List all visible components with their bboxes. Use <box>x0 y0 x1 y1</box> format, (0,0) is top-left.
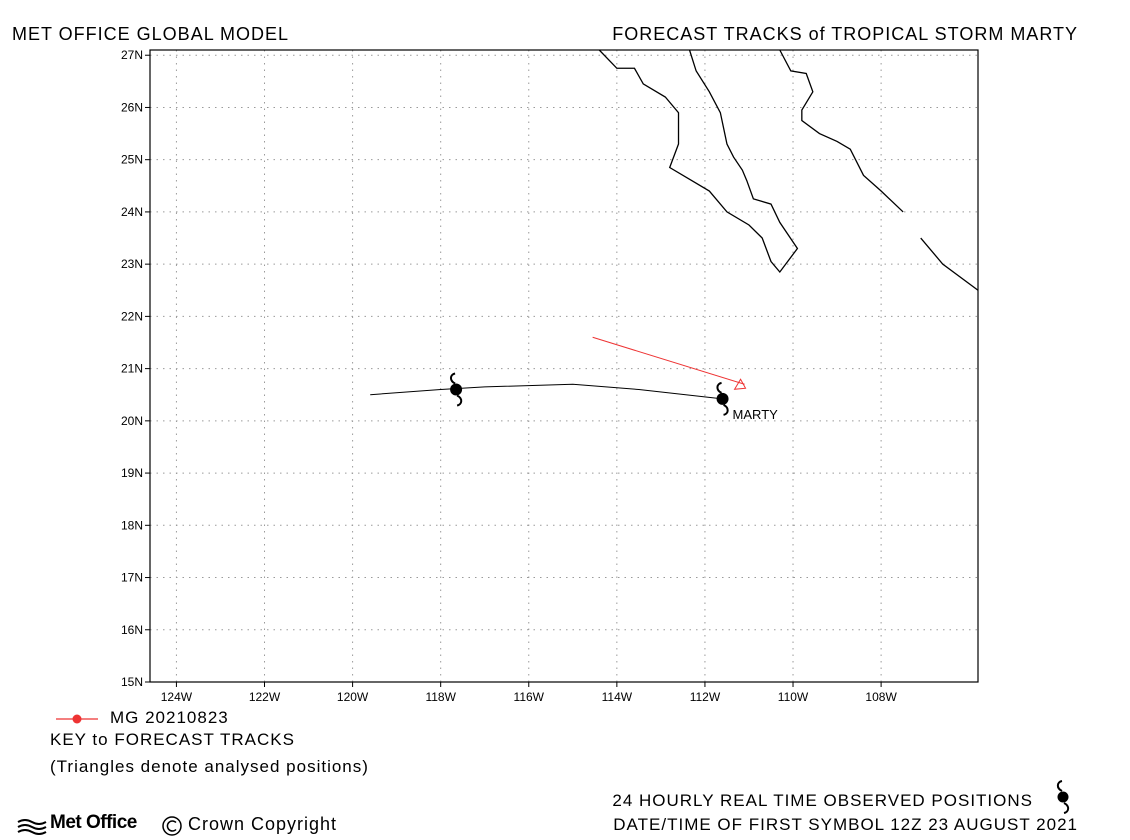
storm-symbol-arm <box>716 381 723 394</box>
header-left-title: MET OFFICE GLOBAL MODEL <box>12 24 290 44</box>
lon-tick-label: 112W <box>690 690 721 704</box>
lat-tick-label: 21N <box>121 362 143 376</box>
tropical-storm-icon <box>716 381 729 416</box>
lat-tick-label: 23N <box>121 257 143 271</box>
legend-line-sample <box>56 714 98 724</box>
lat-tick-label: 19N <box>121 466 143 480</box>
storm-name-label: MARTY <box>733 407 779 422</box>
tropical-storm-icon <box>1056 780 1070 814</box>
lon-tick-label: 118W <box>425 690 456 704</box>
coastline-segment <box>779 49 904 213</box>
first-symbol-datetime: DATE/TIME OF FIRST SYMBOL 12Z 23 AUGUST … <box>613 815 1078 834</box>
observed-track-line <box>370 383 723 400</box>
storm-symbol-core <box>716 392 729 405</box>
lat-tick-label: 17N <box>121 571 143 585</box>
copyright-icon <box>162 816 182 836</box>
lat-tick-label: 15N <box>121 675 143 689</box>
map-frame <box>149 49 979 683</box>
forecast-track-line <box>592 336 745 385</box>
observed-positions-label: 24 HOURLY REAL TIME OBSERVED POSITIONS <box>612 791 1033 810</box>
met-office-brand: Met Office <box>18 812 137 834</box>
lon-tick-label: 110W <box>778 690 809 704</box>
brand-text: Met Office <box>50 812 137 833</box>
copyright-text: Crown Copyright <box>188 814 338 834</box>
lat-tick-label: 25N <box>121 153 143 167</box>
coastline-segment <box>598 49 799 274</box>
storm-symbol-core <box>450 383 463 396</box>
storm-symbol-arm <box>723 404 729 416</box>
lat-tick-label: 24N <box>121 205 143 219</box>
lon-tick-label: 122W <box>249 690 281 704</box>
coastline-segment <box>920 237 979 291</box>
tracks <box>370 336 747 416</box>
lon-tick-label: 124W <box>161 690 193 704</box>
lon-tick-label: 114W <box>602 690 633 704</box>
coastline <box>598 49 979 291</box>
axis-ticks: 124W 122W 120W 118W 116W 114W 112W 110W 108W 15N 1… <box>121 48 897 704</box>
storm-symbol-arm <box>449 372 456 385</box>
lon-tick-label: 108W <box>865 690 897 704</box>
header-right-title: FORECAST TRACKS of TROPICAL STORM MARTY <box>612 24 1078 44</box>
legend-entry-label: MG 20210823 <box>110 708 229 727</box>
lat-tick-label: 18N <box>121 518 143 532</box>
legend-note: (Triangles denote analysed positions) <box>50 757 369 776</box>
lon-tick-label: 116W <box>514 690 545 704</box>
lat-tick-label: 27N <box>121 48 143 62</box>
legend-key-title: KEY to FORECAST TRACKS <box>50 730 295 749</box>
lat-tick-label: 20N <box>121 414 143 428</box>
tropical-storm-icon <box>449 372 463 407</box>
map-gridlines <box>150 50 978 683</box>
lat-tick-label: 26N <box>121 100 143 114</box>
forecast-end-triangle <box>733 378 747 390</box>
met-office-logo-icon <box>17 819 47 835</box>
storm-symbol-arm <box>456 394 463 407</box>
lat-tick-label: 16N <box>121 623 143 637</box>
lat-tick-label: 22N <box>121 309 143 323</box>
lon-tick-label: 120W <box>337 690 369 704</box>
